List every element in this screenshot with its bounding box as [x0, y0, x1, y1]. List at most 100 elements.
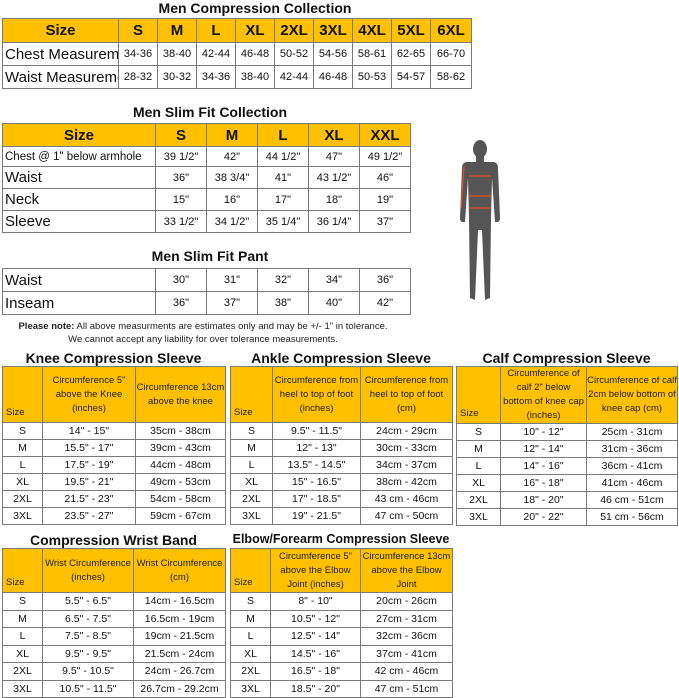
table-row: Neck 15" 16" 17" 18" 19" [2, 188, 411, 211]
size-cell: M [230, 439, 273, 457]
table-row: XL 19.5" - 21" 49cm - 53cm [2, 473, 226, 491]
column-header: Circumference 13cm above the knee [135, 366, 226, 423]
table-cell: 38" [257, 291, 309, 315]
table-cell: 40" [308, 291, 360, 315]
size-cell: XL [2, 644, 43, 663]
header-row: Size Circumference from heel to top of fo… [230, 366, 453, 423]
size-cell: M [456, 440, 501, 458]
size-cell: S [456, 423, 501, 441]
table-row: L 17.5" - 19" 44cm - 48cm [2, 456, 226, 474]
column-header: XL [235, 18, 275, 43]
table-row: M 15.5" - 17" 39cm - 43cm [2, 439, 226, 457]
table-cell: 20" - 22" [500, 508, 587, 526]
knee-size-table: Size Circumference 5" above the Knee (inc… [2, 366, 226, 525]
column-header: 4XL [352, 18, 392, 43]
table-row: S 9.5" - 11.5" 24cm - 29cm [230, 422, 453, 440]
table-cell: 34" [308, 268, 360, 292]
table-cell: 47 cm - 51cm [360, 679, 453, 698]
size-cell: L [230, 456, 273, 474]
table-cell: 49cm - 53cm [135, 473, 226, 491]
column-header: S [155, 123, 207, 147]
column-header: Circumference of calf 2" below bottom of… [500, 366, 587, 424]
table-cell: 9.5" - 11.5" [272, 422, 361, 440]
wrist-title: Compression Wrist Band [30, 532, 197, 548]
size-cell: 3XL [456, 508, 501, 526]
row-label: Inseam [2, 291, 156, 315]
table-cell: 43 1/2" [308, 166, 360, 189]
row-label: Neck [2, 188, 156, 211]
table-cell: 42-44 [274, 65, 314, 89]
column-header: Size [230, 548, 271, 593]
table-cell: 34cm - 37cm [360, 456, 453, 474]
table-cell: 26.7cm - 29.2cm [133, 679, 226, 698]
table-row: S 10" - 12" 25cm - 31cm [456, 423, 678, 441]
table-cell: 37" [359, 210, 411, 233]
column-header: Circumference from heel to top of foot (… [272, 366, 361, 423]
table-cell: 39cm - 43cm [135, 439, 226, 457]
table-cell: 19cm - 21.5cm [133, 627, 226, 646]
table-row: L 13.5" - 14.5" 34cm - 37cm [230, 456, 453, 474]
column-header: M [206, 123, 258, 147]
table-cell: 46" [359, 166, 411, 189]
table-cell: 27cm - 31cm [360, 609, 453, 628]
ankle-title: Ankle Compression Sleeve [251, 350, 431, 366]
row-label: Waist [2, 166, 156, 189]
column-header: 6XL [430, 18, 472, 43]
header-row: Size S M L XL XXL [2, 123, 411, 147]
table-cell: 23.5" - 27" [42, 507, 136, 525]
column-header: 5XL [391, 18, 431, 43]
size-cell: S [2, 422, 43, 440]
table-row: 3XL 20" - 22" 51 cm - 56cm [456, 508, 678, 526]
table-cell: 50-52 [274, 42, 314, 66]
size-cell: 3XL [230, 679, 271, 698]
table-cell: 14.5" - 16" [270, 644, 361, 663]
table-cell: 37" [206, 291, 258, 315]
table-cell: 24cm - 29cm [360, 422, 453, 440]
size-cell: L [230, 627, 271, 646]
size-cell: 3XL [230, 507, 273, 525]
table-cell: 16.5cm - 19cm [133, 609, 226, 628]
table-cell: 18.5" - 20" [270, 679, 361, 698]
size-cell: L [2, 627, 43, 646]
table-cell: 59cm - 67cm [135, 507, 226, 525]
slim-pant-size-table: Waist 30" 31" 32" 34" 36" Inseam 36" 37" 38" 40" 42… [2, 268, 411, 315]
size-cell: 2XL [230, 662, 271, 681]
note-label: Please note: [18, 321, 75, 332]
table-cell: 7.5" - 8.5" [42, 627, 134, 646]
table-cell: 16" - 18" [500, 474, 587, 492]
table-row: Waist 36" 38 3/4" 41" 43 1/2" 46" [2, 166, 411, 189]
table-cell: 30" [155, 268, 207, 292]
table-row: Chest Measurement34-3638-4042-4446-4850-… [2, 42, 472, 66]
table-row: S 14" - 15" 35cm - 38cm [2, 422, 226, 440]
table-row: 3XL 23.5" - 27" 59cm - 67cm [2, 507, 226, 525]
table-cell: 42" [206, 146, 258, 167]
table-row: 2XL 18" - 20" 46 cm - 51cm [456, 491, 678, 509]
size-cell: M [2, 609, 43, 628]
table-cell: 10" - 12" [500, 423, 587, 441]
table-cell: 37cm - 41cm [360, 644, 453, 663]
table-cell: 38 3/4" [206, 166, 258, 189]
table-cell: 38cm - 42cm [360, 473, 453, 491]
tolerance-note: Please note: All above measurments are e… [8, 320, 398, 346]
knee-title: Knee Compression Sleeve [25, 350, 202, 366]
size-cell: 2XL [456, 491, 501, 509]
elbow-title: Elbow/Forearm Compression Sleeve [232, 532, 450, 546]
table-cell: 31" [206, 268, 258, 292]
table-row: L 12.5" - 14" 32cm - 36cm [230, 627, 453, 646]
column-header: Circumference 13cm above the Elbow Joint [360, 548, 453, 593]
table-cell: 21.5" - 23" [42, 490, 136, 508]
table-cell: 54-56 [313, 42, 353, 66]
table-cell: 62-65 [391, 42, 431, 66]
table-cell: 17" - 18.5" [272, 490, 361, 508]
table-cell: 41" [257, 166, 309, 189]
header-row: Size Circumference of calf 2" below botto… [456, 366, 678, 424]
wrist-size-table: Size Wrist Circumference (inches) Wrist Ci… [2, 548, 226, 698]
table-cell: 34-36 [196, 65, 236, 89]
table-row: L 14" - 16" 36cm - 41cm [456, 457, 678, 475]
table-cell: 18" [308, 188, 360, 211]
compression-title: Men Compression Collection [158, 0, 352, 16]
table-cell: 10.5" - 11.5" [42, 679, 134, 698]
size-cell: L [2, 456, 43, 474]
table-row: Waist 30" 31" 32" 34" 36" [2, 268, 411, 292]
